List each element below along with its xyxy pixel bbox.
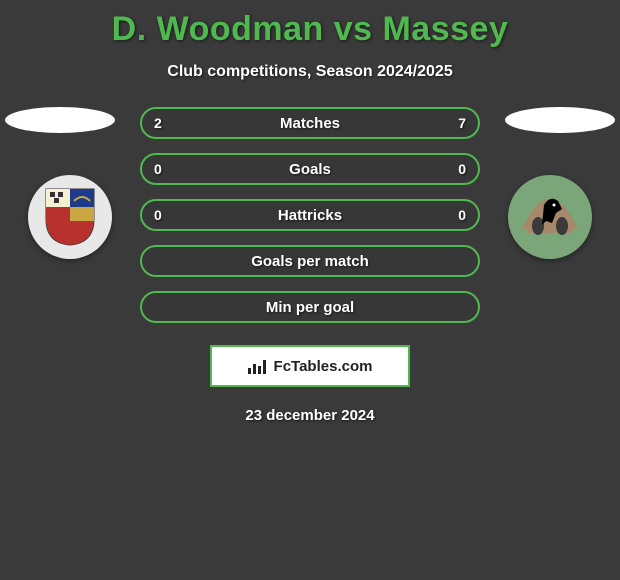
player-left-pill <box>5 107 115 133</box>
subtitle: Club competitions, Season 2024/2025 <box>0 63 620 81</box>
brand-text: FcTables.com <box>274 358 373 375</box>
comparison-panel: 2 Matches 7 0 Goals 0 0 Hattricks 0 Goal… <box>0 107 620 424</box>
stat-value-right: 7 <box>458 115 466 131</box>
stat-row: Goals per match <box>140 245 480 277</box>
stat-label: Min per goal <box>266 299 354 316</box>
stat-row: 2 Matches 7 <box>140 107 480 139</box>
page-title: D. Woodman vs Massey <box>0 0 620 49</box>
stat-value-right: 0 <box>458 207 466 223</box>
crest-right-svg <box>508 175 592 259</box>
stat-label: Matches <box>280 115 340 132</box>
club-crest-left <box>28 175 112 259</box>
stat-label: Goals <box>289 161 331 178</box>
stat-row: Min per goal <box>140 291 480 323</box>
chart-icon <box>248 358 268 374</box>
stat-value-left: 0 <box>154 161 162 177</box>
brand-badge[interactable]: FcTables.com <box>210 345 410 387</box>
date-label: 23 december 2024 <box>0 407 620 424</box>
club-crest-right <box>508 175 592 259</box>
stat-value-left: 2 <box>154 115 162 131</box>
stat-value-right: 0 <box>458 161 466 177</box>
stat-label: Hattricks <box>278 207 342 224</box>
stat-label: Goals per match <box>251 253 369 270</box>
stat-value-left: 0 <box>154 207 162 223</box>
stats-table: 2 Matches 7 0 Goals 0 0 Hattricks 0 Goal… <box>140 107 480 323</box>
stat-row: 0 Hattricks 0 <box>140 199 480 231</box>
player-right-pill <box>505 107 615 133</box>
stat-row: 0 Goals 0 <box>140 153 480 185</box>
crest-left-shield <box>44 187 96 247</box>
